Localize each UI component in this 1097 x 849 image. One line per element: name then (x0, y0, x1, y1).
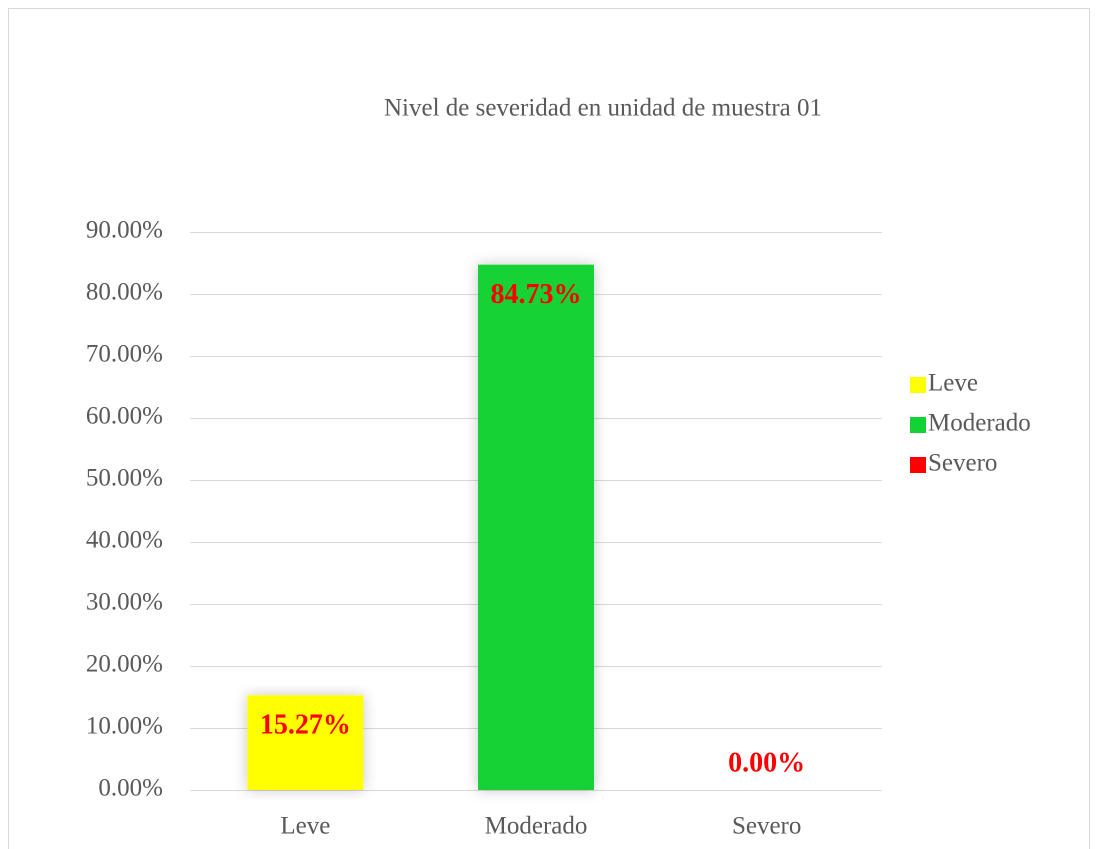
y-tick-label: 40.00% (86, 527, 163, 554)
legend-swatch (910, 377, 926, 393)
x-tick-label: Moderado (485, 813, 588, 840)
bar (478, 264, 594, 790)
chart-title: Nivel de severidad en unidad de muestra … (384, 95, 822, 122)
data-label: 84.73% (491, 279, 582, 310)
y-tick-label: 90.00% (86, 217, 163, 244)
y-tick-label: 10.00% (86, 713, 163, 740)
y-tick-label: 0.00% (98, 775, 163, 802)
data-label: 15.27% (260, 710, 351, 741)
x-tick-label: Leve (280, 813, 330, 840)
y-tick-label: 20.00% (86, 651, 163, 678)
x-tick-label: Severo (732, 813, 801, 840)
y-tick-label: 50.00% (86, 465, 163, 492)
y-tick-label: 60.00% (86, 403, 163, 430)
y-tick-label: 70.00% (86, 341, 163, 368)
y-tick-label: 30.00% (86, 589, 163, 616)
data-label: 0.00% (728, 747, 805, 778)
legend-swatch (910, 417, 926, 433)
legend-label: Severo (928, 450, 997, 477)
y-tick-label: 80.00% (86, 279, 163, 306)
legend-label: Moderado (928, 410, 1031, 437)
bar (247, 695, 364, 790)
legend-label: Leve (928, 370, 978, 397)
legend-swatch (910, 457, 926, 473)
